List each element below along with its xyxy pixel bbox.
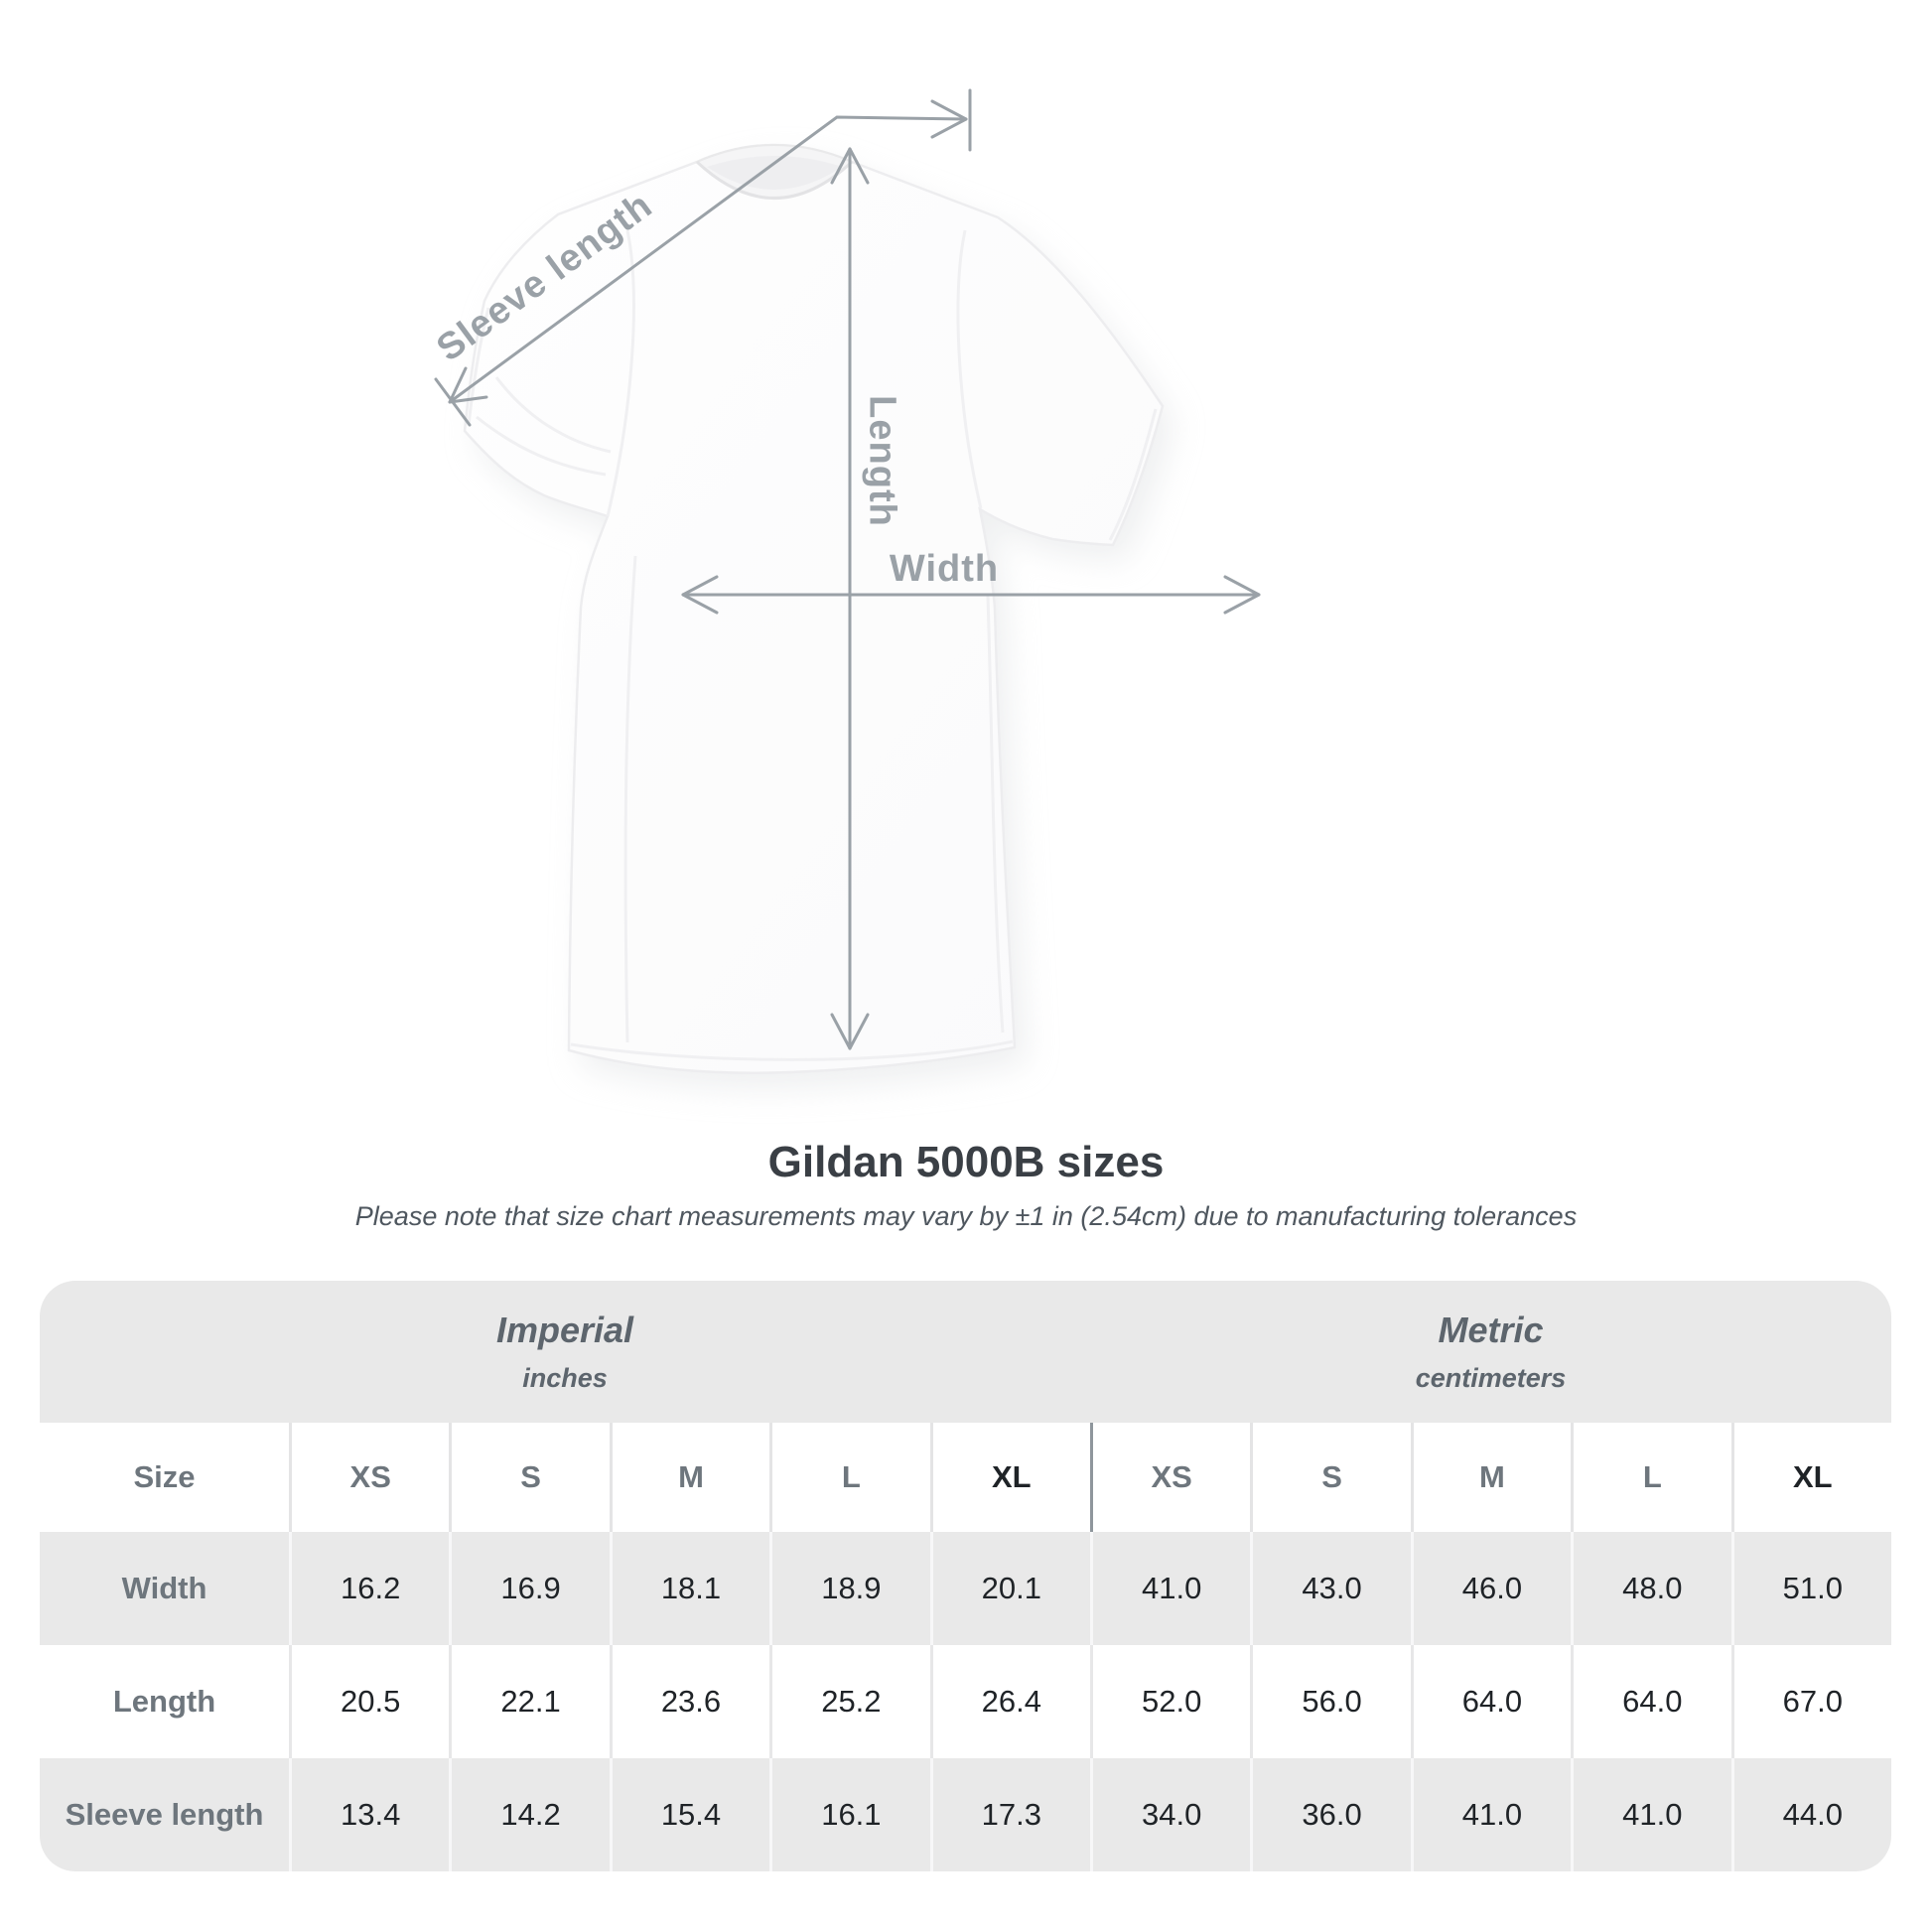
table-cell: 16.9 bbox=[449, 1532, 609, 1645]
metric-unit: centimeters bbox=[1415, 1363, 1567, 1393]
table-cell: 16.2 bbox=[289, 1532, 449, 1645]
length-arrowheads bbox=[830, 147, 870, 1050]
sleeve-end-tick bbox=[434, 377, 472, 427]
table-cell: 48.0 bbox=[1571, 1532, 1730, 1645]
table-cell: 43.0 bbox=[1250, 1532, 1410, 1645]
table-cell: 44.0 bbox=[1730, 1758, 1891, 1871]
table-cell: 41.0 bbox=[1089, 1532, 1250, 1645]
unit-group-row: Imperial inches Metric centimeters bbox=[40, 1281, 1891, 1423]
col-header: M bbox=[609, 1423, 769, 1532]
table-cell: 26.4 bbox=[929, 1645, 1090, 1758]
table-cell: 13.4 bbox=[289, 1758, 449, 1871]
table-cell: 41.0 bbox=[1410, 1758, 1571, 1871]
col-header: XL bbox=[1730, 1423, 1891, 1532]
collar-arrowhead bbox=[930, 99, 968, 139]
table-cell: 56.0 bbox=[1250, 1645, 1410, 1758]
table-cell: 64.0 bbox=[1571, 1645, 1730, 1758]
header-size: Size bbox=[133, 1459, 196, 1494]
imperial-group-header: Imperial inches bbox=[40, 1281, 1090, 1423]
row-label: Length bbox=[112, 1684, 216, 1719]
col-header: XS bbox=[1089, 1423, 1250, 1532]
table-cell: 46.0 bbox=[1410, 1532, 1571, 1645]
metric-title: Metric bbox=[1438, 1310, 1544, 1350]
table-cell: 15.4 bbox=[609, 1758, 769, 1871]
fabric-folds bbox=[467, 229, 1158, 1061]
col-header: L bbox=[1571, 1423, 1730, 1532]
size-header-row: Size XS S M L XL XS S M L XL bbox=[40, 1423, 1891, 1532]
sleeve-length-line bbox=[448, 115, 968, 404]
width-arrowheads bbox=[681, 575, 1261, 615]
table-cell: 22.1 bbox=[449, 1645, 609, 1758]
table-cell: 36.0 bbox=[1250, 1758, 1410, 1871]
table-cell: 34.0 bbox=[1089, 1758, 1250, 1871]
row-label: Sleeve length bbox=[65, 1797, 264, 1832]
table-cell: 18.9 bbox=[769, 1532, 929, 1645]
imperial-unit: inches bbox=[522, 1363, 608, 1393]
table-cell: 18.1 bbox=[609, 1532, 769, 1645]
table-cell: 20.1 bbox=[929, 1532, 1090, 1645]
col-header: L bbox=[769, 1423, 929, 1532]
tshirt-body bbox=[463, 143, 1165, 1074]
measurement-lines bbox=[434, 88, 1261, 1050]
width-label: Width bbox=[889, 548, 1000, 590]
table-cell: 16.1 bbox=[769, 1758, 929, 1871]
col-header: S bbox=[1250, 1423, 1410, 1532]
table-cell: 41.0 bbox=[1571, 1758, 1730, 1871]
table-cell: 23.6 bbox=[609, 1645, 769, 1758]
col-header: XL bbox=[929, 1423, 1090, 1532]
table-cell: 51.0 bbox=[1730, 1532, 1891, 1645]
table-row: Length 20.5 22.1 23.6 25.2 26.4 52.0 56.… bbox=[40, 1645, 1891, 1758]
col-header: M bbox=[1410, 1423, 1571, 1532]
col-header: XS bbox=[289, 1423, 449, 1532]
row-label: Width bbox=[121, 1571, 207, 1605]
imperial-title: Imperial bbox=[495, 1310, 634, 1350]
tshirt-illustration bbox=[463, 143, 1174, 1089]
size-chart-table: Imperial inches Metric centimeters Size … bbox=[40, 1281, 1891, 1871]
table-cell: 64.0 bbox=[1410, 1645, 1571, 1758]
sleeve-arrowhead bbox=[448, 366, 488, 404]
table-cell: 17.3 bbox=[929, 1758, 1090, 1871]
table-cell: 67.0 bbox=[1730, 1645, 1891, 1758]
table-cell: 20.5 bbox=[289, 1645, 449, 1758]
table-row: Width 16.2 16.9 18.1 18.9 20.1 41.0 43.0… bbox=[40, 1532, 1891, 1645]
size-table: Imperial inches Metric centimeters Size … bbox=[40, 1281, 1891, 1871]
table-cell: 52.0 bbox=[1089, 1645, 1250, 1758]
table-cell: 14.2 bbox=[449, 1758, 609, 1871]
col-header: S bbox=[449, 1423, 609, 1532]
table-cell: 25.2 bbox=[769, 1645, 929, 1758]
tolerance-note: Please note that size chart measurements… bbox=[354, 1201, 1578, 1231]
metric-group-header: Metric centimeters bbox=[1089, 1281, 1891, 1423]
length-label: Length bbox=[861, 395, 903, 527]
collar-opening bbox=[707, 156, 842, 190]
page-title: Gildan 5000B sizes bbox=[767, 1138, 1165, 1186]
table-row: Sleeve length 13.4 14.2 15.4 16.1 17.3 3… bbox=[40, 1758, 1891, 1871]
